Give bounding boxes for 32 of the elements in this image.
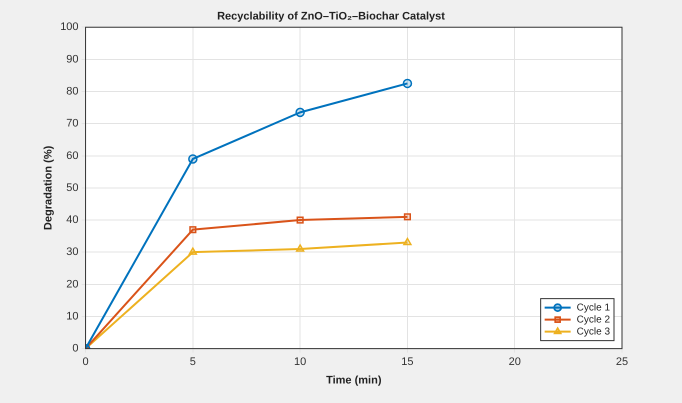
y-tick-label: 30	[66, 246, 79, 258]
legend-label: Cycle 2	[576, 314, 610, 326]
y-tick-label: 70	[66, 118, 79, 130]
point	[296, 216, 304, 224]
y-tick-label: 80	[66, 86, 79, 98]
point	[403, 238, 412, 246]
legend-label: Cycle 1	[576, 302, 610, 314]
y-tick-label: 0	[72, 342, 79, 355]
y-tick-label: 60	[66, 150, 79, 162]
point	[402, 78, 412, 88]
x-tick-label: 25	[616, 356, 628, 368]
y-tick-label: 50	[66, 182, 79, 194]
point	[188, 154, 198, 164]
point	[296, 244, 304, 252]
chart-title: Recyclability of ZnO–TiO₂–Biochar Catalyst	[217, 10, 446, 23]
x-tick-label: 15	[401, 356, 414, 368]
x-tick-label: 20	[508, 356, 521, 368]
y-tick-label: 10	[66, 310, 79, 322]
x-tick-label: 5	[190, 356, 196, 368]
x-tick-label: 10	[294, 356, 306, 368]
point	[189, 226, 196, 234]
x-tick-label: 0	[82, 356, 89, 368]
point	[404, 213, 411, 220]
y-tick-label: 90	[66, 53, 79, 66]
point	[295, 108, 305, 118]
y-tick-label: 40	[66, 214, 79, 226]
y-tick-label: 100	[60, 21, 79, 34]
legend-label: Cycle 3	[576, 326, 610, 338]
point	[188, 247, 198, 255]
x-axis-title: Time (min)	[326, 374, 382, 386]
y-tick-label: 20	[66, 278, 79, 290]
y-axis-title: Degradation (%)	[42, 145, 55, 230]
